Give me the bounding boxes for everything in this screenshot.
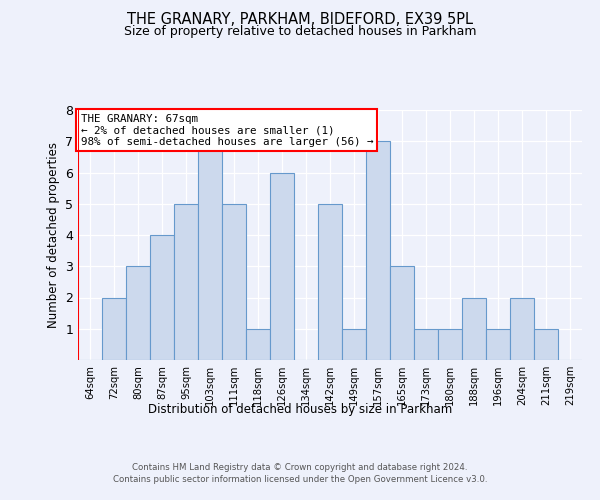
Text: Distribution of detached houses by size in Parkham: Distribution of detached houses by size …	[148, 402, 452, 415]
Bar	[150, 235, 174, 360]
Bar	[534, 329, 558, 360]
Bar	[246, 329, 270, 360]
Bar	[414, 329, 438, 360]
Text: Contains public sector information licensed under the Open Government Licence v3: Contains public sector information licen…	[113, 475, 487, 484]
Text: Size of property relative to detached houses in Parkham: Size of property relative to detached ho…	[124, 25, 476, 38]
Bar	[342, 329, 366, 360]
Bar	[366, 141, 390, 360]
Text: Contains HM Land Registry data © Crown copyright and database right 2024.: Contains HM Land Registry data © Crown c…	[132, 462, 468, 471]
Bar	[102, 298, 126, 360]
Bar	[510, 298, 534, 360]
Bar	[198, 141, 222, 360]
Text: THE GRANARY: 67sqm
← 2% of detached houses are smaller (1)
98% of semi-detached : THE GRANARY: 67sqm ← 2% of detached hous…	[80, 114, 373, 147]
Bar	[462, 298, 486, 360]
Bar	[486, 329, 510, 360]
Text: THE GRANARY, PARKHAM, BIDEFORD, EX39 5PL: THE GRANARY, PARKHAM, BIDEFORD, EX39 5PL	[127, 12, 473, 28]
Bar	[438, 329, 462, 360]
Bar	[174, 204, 198, 360]
Y-axis label: Number of detached properties: Number of detached properties	[47, 142, 59, 328]
Bar	[222, 204, 246, 360]
Bar	[126, 266, 150, 360]
Bar	[270, 172, 294, 360]
Bar	[318, 204, 342, 360]
Bar	[390, 266, 414, 360]
